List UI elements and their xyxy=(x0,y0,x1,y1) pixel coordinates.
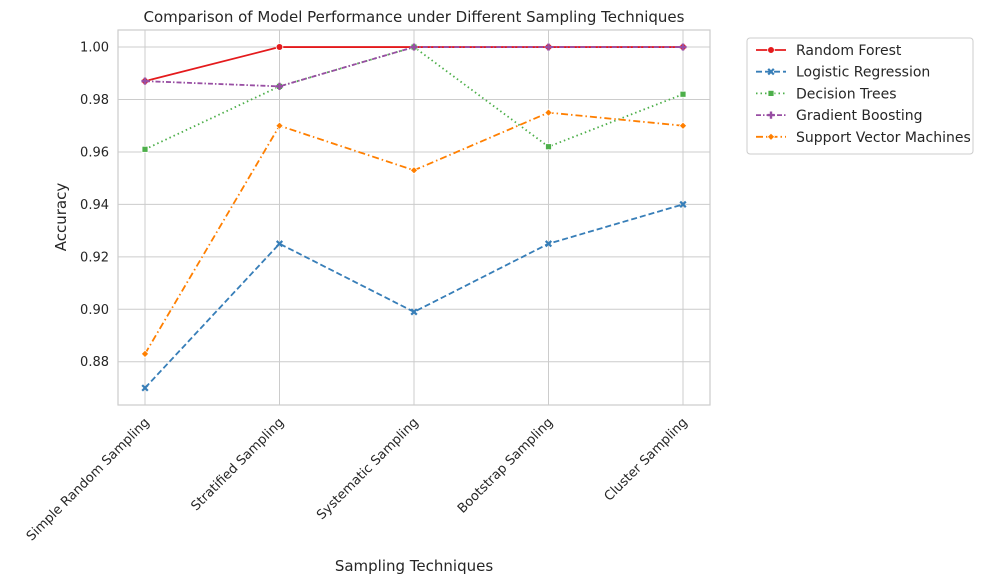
data-point xyxy=(141,384,149,392)
y-tick-label: 0.90 xyxy=(80,303,109,318)
legend-item: Decision Trees xyxy=(756,86,897,102)
data-point xyxy=(410,308,418,316)
legend-label: Random Forest xyxy=(796,43,902,59)
data-point xyxy=(544,43,553,51)
legend-label: Gradient Boosting xyxy=(796,108,923,124)
series-support-vector-machines xyxy=(140,108,688,358)
grid xyxy=(118,30,710,405)
y-tick-label: 0.94 xyxy=(80,198,109,213)
series-logistic-regression xyxy=(141,200,687,392)
y-tick-label: 1.00 xyxy=(80,41,109,56)
series-group xyxy=(140,43,688,392)
data-point xyxy=(410,43,418,51)
legend-item: Logistic Regression xyxy=(756,65,930,81)
y-axis-label: Accuracy xyxy=(52,183,70,252)
data-point xyxy=(141,77,149,85)
legend-item: Support Vector Machines xyxy=(756,130,971,146)
data-point xyxy=(544,108,553,117)
legend-marker xyxy=(767,111,775,119)
data-point xyxy=(141,145,149,153)
legend-item: Gradient Boosting xyxy=(756,108,923,124)
x-tick-label: Cluster Sampling xyxy=(602,415,691,504)
legend: Random Forest Logistic Regression Decision… xyxy=(746,37,974,155)
series-line xyxy=(144,203,684,389)
legend-marker xyxy=(767,68,775,76)
legend-frame xyxy=(746,37,974,155)
x-axis-label: Sampling Techniques xyxy=(335,557,494,575)
data-point xyxy=(679,43,687,51)
x-tick-label: Simple Random Sampling xyxy=(24,415,153,544)
y-tick-label: 0.98 xyxy=(80,93,109,108)
data-point xyxy=(544,240,553,248)
x-tick-label: Bootstrap Sampling xyxy=(455,415,556,516)
x-tick-label: Systematic Sampling xyxy=(314,415,422,523)
data-point xyxy=(275,240,284,248)
data-point xyxy=(275,43,284,51)
x-axis: Simple Random Sampling Stratified Samplin… xyxy=(24,415,691,544)
data-point xyxy=(679,90,687,98)
y-tick-label: 0.96 xyxy=(80,145,109,160)
data-point xyxy=(545,143,552,151)
y-tick-label: 0.88 xyxy=(80,355,109,370)
legend-label: Logistic Regression xyxy=(796,65,930,81)
legend-item: Random Forest xyxy=(756,43,902,59)
y-tick-label: 0.92 xyxy=(80,250,109,265)
legend-marker xyxy=(766,132,776,141)
legend-label: Decision Trees xyxy=(796,86,897,102)
data-point xyxy=(275,121,284,130)
data-point xyxy=(275,82,284,90)
x-tick-label: Stratified Sampling xyxy=(188,415,287,514)
legend-marker xyxy=(767,90,775,97)
data-point xyxy=(409,166,419,175)
data-point xyxy=(678,121,688,130)
legend-marker xyxy=(767,46,775,54)
chart-title: Comparison of Model Performance under Di… xyxy=(144,8,685,26)
data-point xyxy=(679,200,687,208)
data-point xyxy=(140,349,150,358)
plot-frame xyxy=(117,29,711,406)
series-gradient-boosting xyxy=(141,43,687,90)
y-axis: 0.88 0.90 0.92 0.94 0.96 0.98 1.00 xyxy=(80,41,109,371)
legend-label: Support Vector Machines xyxy=(796,130,971,146)
